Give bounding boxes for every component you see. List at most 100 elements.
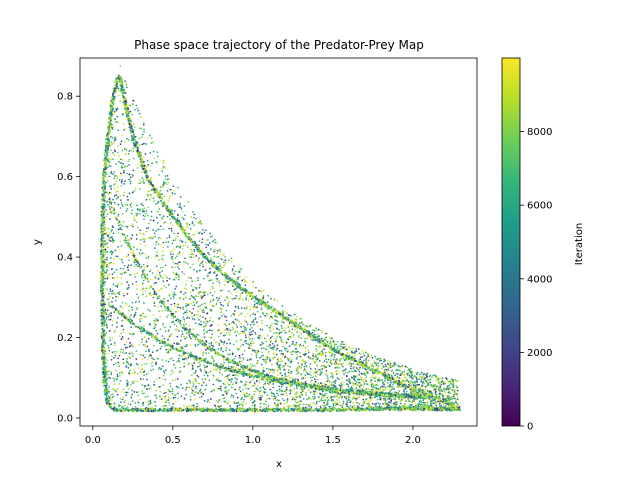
data-point (279, 364, 281, 366)
data-point (183, 261, 185, 263)
data-point (170, 251, 172, 253)
data-point (175, 400, 177, 402)
data-point (346, 379, 348, 381)
data-point (305, 381, 307, 383)
data-point (298, 336, 300, 338)
data-point (374, 356, 376, 358)
data-point (154, 305, 156, 307)
data-point (151, 238, 153, 240)
data-point (117, 296, 119, 298)
data-point (235, 319, 237, 321)
data-point (381, 379, 383, 381)
data-point (218, 285, 220, 287)
data-point (186, 383, 188, 385)
data-point (332, 377, 334, 379)
data-point (272, 383, 274, 385)
data-point (120, 143, 122, 145)
data-point (110, 166, 112, 168)
data-point (205, 371, 207, 373)
data-point (136, 204, 138, 206)
data-point (144, 385, 146, 387)
data-point (126, 148, 128, 150)
data-point (106, 270, 108, 272)
data-point (195, 378, 197, 380)
data-point (452, 380, 454, 382)
data-point (190, 399, 192, 401)
data-point (195, 287, 197, 289)
data-point (161, 185, 163, 187)
data-point (265, 400, 267, 402)
data-point (190, 249, 192, 251)
data-point (383, 383, 385, 385)
data-point (286, 387, 288, 389)
data-point (169, 235, 171, 237)
data-point (274, 298, 276, 300)
data-point (248, 299, 250, 301)
data-point (335, 405, 337, 407)
data-point (132, 309, 134, 311)
data-point (116, 177, 118, 179)
data-point (148, 227, 150, 229)
data-point (151, 211, 153, 213)
data-point (134, 402, 136, 404)
data-point (136, 293, 138, 295)
data-point (205, 230, 207, 232)
data-point (334, 386, 336, 388)
data-point (171, 250, 173, 252)
data-point (115, 330, 117, 332)
data-point (155, 321, 157, 323)
data-point (224, 391, 226, 393)
data-point (296, 353, 298, 355)
data-point (207, 294, 209, 296)
data-point (325, 355, 327, 357)
data-point (259, 357, 261, 359)
data-point (214, 405, 216, 407)
data-point (140, 203, 142, 205)
data-point (225, 280, 227, 282)
data-point (351, 371, 353, 373)
data-point (199, 220, 201, 222)
data-point (146, 166, 148, 168)
data-point (204, 379, 206, 381)
data-point (252, 396, 254, 398)
data-point (396, 404, 398, 406)
data-point (211, 286, 213, 288)
data-point (275, 396, 277, 398)
data-point (412, 400, 414, 402)
data-point (146, 227, 148, 229)
data-point (188, 276, 190, 278)
data-point (190, 396, 192, 398)
data-point (319, 399, 321, 401)
data-point (191, 280, 193, 282)
data-point (197, 280, 199, 282)
data-point (426, 385, 428, 387)
data-point (291, 353, 293, 355)
data-point (117, 310, 119, 312)
data-point (410, 382, 412, 384)
data-point (362, 404, 364, 406)
data-point (122, 114, 124, 116)
data-point (175, 239, 177, 241)
data-point (211, 333, 213, 335)
data-point (245, 299, 247, 301)
data-point (291, 359, 293, 361)
data-point (114, 175, 116, 177)
data-point (359, 396, 361, 398)
data-point (217, 378, 219, 380)
data-point (158, 174, 160, 176)
data-point (119, 179, 121, 181)
data-point (277, 321, 279, 323)
data-point (141, 136, 143, 138)
data-point (156, 378, 158, 380)
data-point (162, 365, 164, 367)
data-point (157, 255, 159, 257)
data-point (289, 345, 291, 347)
data-point (372, 375, 374, 377)
data-point (190, 216, 192, 218)
data-point (286, 342, 288, 344)
data-point (205, 323, 207, 325)
data-point (226, 343, 228, 345)
data-point (139, 138, 141, 140)
data-point (127, 208, 129, 210)
data-point (167, 241, 169, 243)
